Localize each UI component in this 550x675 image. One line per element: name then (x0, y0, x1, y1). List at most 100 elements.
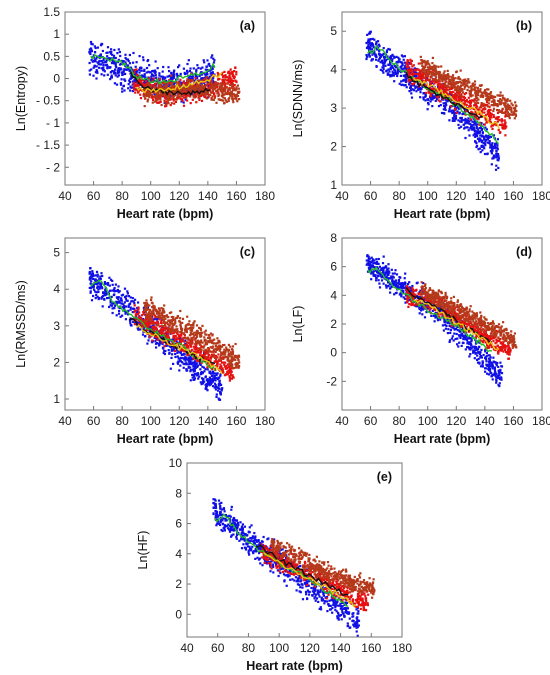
data-point (477, 130, 481, 133)
data-point (195, 101, 198, 104)
data-point (507, 112, 510, 115)
data-point (139, 93, 142, 96)
data-point (389, 63, 392, 66)
data-point (206, 340, 209, 343)
data-point (407, 72, 410, 75)
data-point (506, 111, 509, 114)
data-point (455, 87, 458, 90)
data-point (440, 73, 443, 76)
data-point (388, 73, 391, 76)
data-point (423, 76, 426, 79)
data-point (144, 81, 147, 84)
data-point (210, 71, 213, 74)
data-point (216, 84, 219, 87)
data-point (394, 69, 397, 72)
data-point (200, 79, 204, 82)
data-point (514, 115, 518, 118)
data-point (488, 136, 491, 139)
data-point (145, 313, 148, 316)
data-point (172, 73, 176, 76)
data-point (200, 371, 203, 375)
data-point (443, 95, 446, 98)
data-point (94, 297, 97, 300)
data-point (392, 74, 395, 77)
data-point (139, 328, 142, 331)
data-point (172, 70, 175, 73)
data-point (230, 356, 233, 359)
data-point (135, 88, 138, 92)
data-point (215, 377, 218, 380)
data-point (382, 47, 385, 50)
data-point (113, 72, 116, 75)
data-point (111, 53, 114, 56)
y-tick-label: 3 (330, 101, 337, 115)
data-point (368, 55, 371, 58)
data-point (196, 349, 199, 352)
data-point (99, 277, 102, 280)
data-point (480, 134, 483, 137)
data-point (158, 78, 161, 81)
data-point (159, 91, 162, 94)
data-point (203, 349, 206, 352)
data-point (442, 102, 445, 105)
data-point (175, 98, 178, 101)
data-point (219, 356, 222, 359)
data-point (220, 345, 224, 348)
data-point (182, 96, 186, 99)
data-point (487, 102, 490, 105)
data-point (179, 321, 182, 325)
trend-line-3 (135, 324, 223, 375)
data-point (488, 93, 491, 96)
data-point (92, 274, 95, 277)
data-point (478, 139, 481, 142)
x-tick-label: 100 (141, 189, 161, 203)
data-point (193, 347, 196, 350)
data-point (164, 321, 167, 324)
data-point (482, 141, 485, 145)
data-point (88, 51, 91, 54)
data-point (218, 349, 221, 352)
data-point (476, 87, 479, 90)
data-point (101, 61, 104, 64)
data-point (188, 75, 192, 78)
data-point (117, 291, 120, 294)
data-point (384, 64, 387, 67)
data-point (423, 83, 426, 86)
data-point (390, 74, 393, 77)
data-point (449, 81, 452, 85)
data-point (490, 148, 493, 151)
data-point (179, 324, 182, 327)
data-point (101, 305, 104, 308)
data-point (114, 283, 117, 286)
data-point (408, 73, 411, 76)
data-point (481, 131, 484, 134)
data-point (488, 114, 491, 117)
data-point (375, 258, 378, 261)
data-point (477, 101, 480, 104)
data-point (188, 334, 191, 337)
data-point (462, 91, 465, 94)
data-point (173, 81, 176, 84)
data-point (233, 356, 236, 359)
data-point (489, 121, 493, 124)
data-point (161, 324, 164, 327)
data-point (188, 82, 191, 85)
data-point (468, 81, 471, 84)
data-point (210, 98, 213, 101)
data-point (459, 86, 462, 89)
data-point (213, 356, 217, 359)
data-point (220, 85, 223, 88)
data-point (182, 336, 185, 340)
data-point (465, 119, 468, 122)
data-point (133, 83, 136, 86)
data-point (160, 317, 163, 320)
data-point (203, 73, 206, 76)
data-point (94, 60, 97, 63)
data-point (214, 360, 218, 364)
data-point (175, 72, 178, 76)
data-point (104, 282, 107, 285)
data-point (143, 74, 146, 77)
data-point (510, 109, 513, 112)
x-tick-label: 140 (475, 189, 495, 203)
data-point (114, 56, 117, 60)
